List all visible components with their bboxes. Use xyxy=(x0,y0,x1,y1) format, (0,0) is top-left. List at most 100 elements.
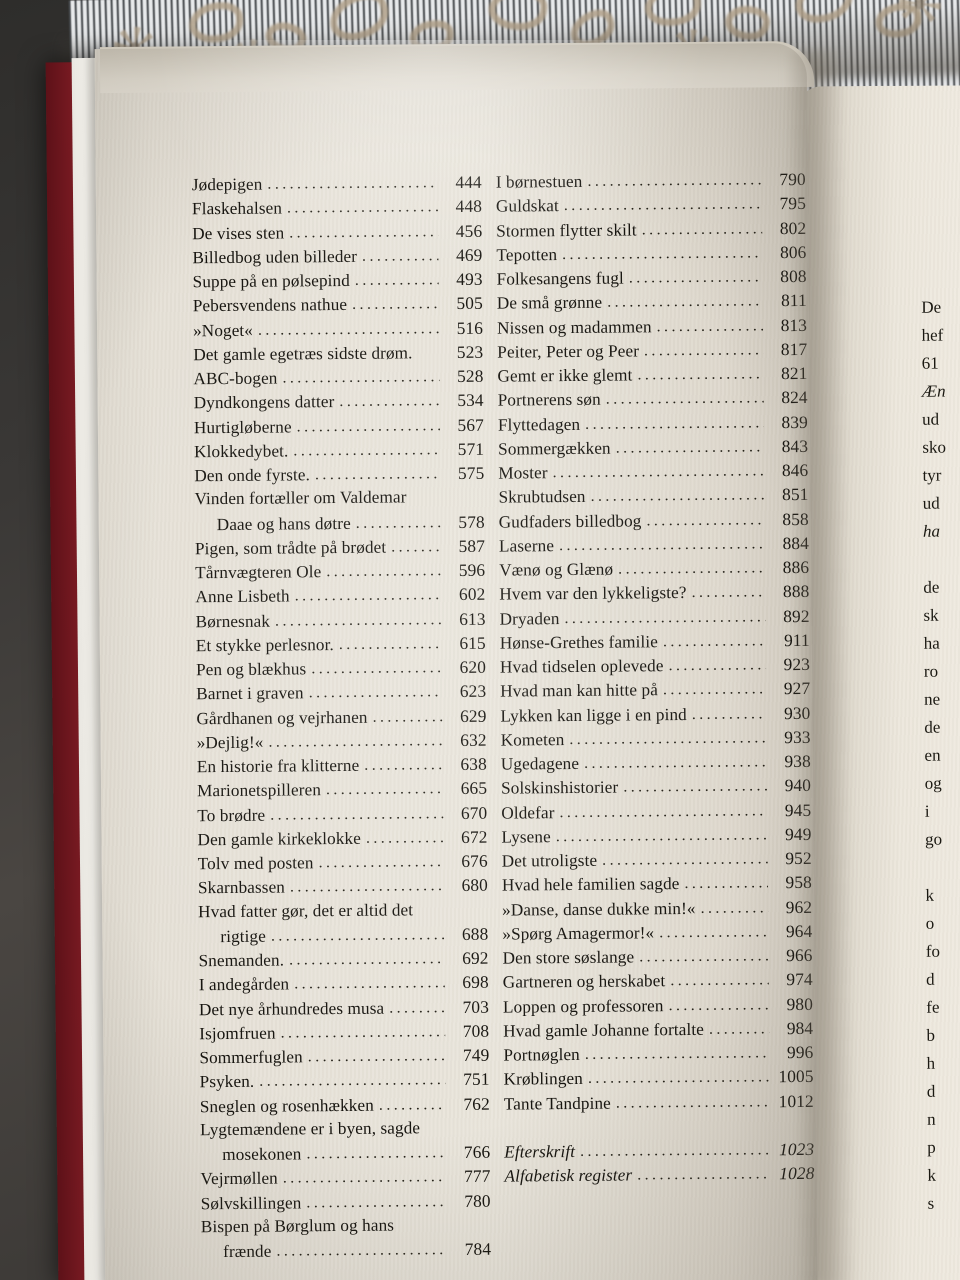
toc-entry[interactable]: Sommerfuglen............................… xyxy=(199,1045,489,1072)
toc-entry[interactable]: Det nye århundredes musa................… xyxy=(199,996,489,1023)
toc-entry[interactable]: Tante Tandpine..........................… xyxy=(504,1090,814,1117)
toc-entry[interactable]: rigtige.................................… xyxy=(198,923,488,950)
toc-entry[interactable]: Pigen, som trådte på brødet.............… xyxy=(195,535,485,562)
toc-entry[interactable]: Portnøglen..............................… xyxy=(503,1042,813,1069)
toc-entry[interactable]: To brødre...............................… xyxy=(197,802,487,829)
facing-page-text-fragment: og xyxy=(924,773,942,793)
toc-entry[interactable]: Tolv med posten.........................… xyxy=(198,851,488,878)
toc-page-number: 596 xyxy=(458,559,486,580)
toc-leader-dots: ........................................ xyxy=(584,1044,770,1063)
toc-entry[interactable]: Hurtigløberne...........................… xyxy=(194,414,484,441)
toc-entry[interactable]: »Danse, danse dukke min!«...............… xyxy=(502,896,812,923)
toc-entry[interactable]: mosekonen...............................… xyxy=(200,1142,490,1169)
toc-entry[interactable]: Hvem var den lykkeligste?...............… xyxy=(499,581,809,608)
toc-entry[interactable]: Flyttedagen.............................… xyxy=(498,411,808,438)
toc-entry[interactable]: Skrubtudsen.............................… xyxy=(498,484,808,511)
toc-entry[interactable]: Dyndkongens datter......................… xyxy=(194,390,484,417)
toc-entry[interactable]: Solskinshistorier.......................… xyxy=(501,775,811,802)
toc-entry[interactable]: Peiter, Peter og Peer...................… xyxy=(497,339,807,366)
toc-entry[interactable]: Tårnvægteren Ole........................… xyxy=(195,560,485,587)
toc-entry[interactable]: Hønse-Grethes familie...................… xyxy=(500,630,810,657)
toc-entry[interactable]: Skarnbassen.............................… xyxy=(198,875,488,902)
toc-page-number: 708 xyxy=(462,1020,490,1041)
toc-entry[interactable]: »Noget«.................................… xyxy=(193,317,483,344)
toc-entry[interactable]: Vænø og Glænø...........................… xyxy=(499,557,809,584)
toc-entry[interactable]: Lysene..................................… xyxy=(501,824,811,851)
toc-entry[interactable]: Et stykke perlesnor.....................… xyxy=(196,632,486,659)
toc-entry[interactable]: Stormen flytter skilt...................… xyxy=(496,217,806,244)
toc-entry[interactable]: Psyken..................................… xyxy=(200,1069,490,1096)
toc-entry[interactable]: Gårdhanen og vejrhanen..................… xyxy=(196,705,486,732)
toc-entry[interactable]: Tepotten................................… xyxy=(496,242,806,269)
toc-entry[interactable]: Pen og blækhus..........................… xyxy=(196,657,486,684)
toc-entry[interactable]: Jødepigen...............................… xyxy=(192,172,482,199)
toc-entry[interactable]: Den onde fyrste.........................… xyxy=(194,463,484,490)
toc-entry[interactable]: Sommergækken............................… xyxy=(498,436,808,463)
toc-leader-dots: ........................................ xyxy=(355,513,441,532)
toc-entry[interactable]: Gudfaders billedbog.....................… xyxy=(499,508,809,535)
toc-entry[interactable]: Kometen.................................… xyxy=(501,727,811,754)
toc-entry[interactable]: frænde..................................… xyxy=(201,1239,491,1266)
toc-entry-title: En historie fra klitterne xyxy=(196,755,360,777)
facing-page-text-fragment: hef xyxy=(921,325,944,345)
toc-entry[interactable]: Isjomfruen..............................… xyxy=(199,1020,489,1047)
toc-entry[interactable]: Ugedagene...............................… xyxy=(501,751,811,778)
toc-entry[interactable]: Flaskehalsen............................… xyxy=(192,196,482,223)
toc-entry[interactable]: Snemanden...............................… xyxy=(198,948,488,975)
toc-entry-title: Suppe på en pølsepind xyxy=(192,270,350,292)
toc-entry[interactable]: »Dejlig!«...............................… xyxy=(197,729,487,756)
toc-entry[interactable]: Laserne.................................… xyxy=(499,533,809,560)
toc-entry[interactable]: Dryaden.................................… xyxy=(499,605,810,632)
toc-entry-title: Pen og blækhus xyxy=(195,659,307,680)
toc-entry[interactable]: Pebersvendens nathue....................… xyxy=(193,293,483,320)
toc-entry[interactable]: Klokkedybet.............................… xyxy=(194,438,484,465)
toc-entry[interactable]: Børnesnak...............................… xyxy=(196,608,486,635)
toc-leader-dots: ........................................ xyxy=(670,971,769,990)
toc-entry[interactable]: Hvad gamle Johanne fortalte.............… xyxy=(503,1018,813,1045)
toc-entry-title: Lysene xyxy=(501,826,551,847)
toc-entry[interactable]: Daae og hans døtre......................… xyxy=(195,511,485,538)
toc-entry[interactable]: Hvad hele familien sagde................… xyxy=(502,872,812,899)
toc-entry[interactable]: »Spørg Amagermor!«......................… xyxy=(502,921,812,948)
toc-entry[interactable]: Alfabetisk register.....................… xyxy=(504,1163,814,1190)
toc-entry[interactable]: Efterskrift.............................… xyxy=(504,1139,814,1166)
toc-entry[interactable]: Oldefar.................................… xyxy=(501,799,811,826)
toc-entry[interactable]: Det gamle egetræs sidste drøm...........… xyxy=(193,342,483,369)
toc-entry[interactable]: De vises sten...........................… xyxy=(192,220,482,247)
toc-entry[interactable]: I andegården............................… xyxy=(199,972,489,999)
toc-entry[interactable]: Krøblingen..............................… xyxy=(504,1066,814,1093)
toc-entry[interactable]: ABC-bogen...............................… xyxy=(193,366,483,393)
toc-entry[interactable]: Marionetspilleren.......................… xyxy=(197,778,487,805)
toc-entry[interactable]: Folkesangens fugl.......................… xyxy=(497,266,807,293)
toc-entry[interactable]: Vinden fortæller om Valdemar............… xyxy=(194,487,484,514)
toc-leader-dots: ........................................ xyxy=(288,950,445,969)
toc-entry[interactable]: En historie fra klitterne...............… xyxy=(197,754,487,781)
toc-entry[interactable]: Portnerens søn..........................… xyxy=(498,387,808,414)
toc-entry[interactable]: I børnestuen............................… xyxy=(496,169,806,196)
toc-entry[interactable]: Gartneren og herskabet..................… xyxy=(503,969,813,996)
toc-entry[interactable]: Barnet i graven.........................… xyxy=(196,681,486,708)
toc-entry[interactable]: Lygtemændene er i byen, sagde...........… xyxy=(200,1117,490,1144)
toc-entry[interactable]: Moster..................................… xyxy=(498,460,808,487)
toc-entry[interactable]: Det utroligste..........................… xyxy=(502,848,812,875)
toc-entry[interactable]: Nissen og madammen......................… xyxy=(497,314,807,341)
toc-entry[interactable]: Hvad tidselen oplevede..................… xyxy=(500,654,810,681)
toc-entry[interactable]: Hvad fatter gør, det er altid det.......… xyxy=(198,899,488,926)
toc-entry[interactable]: Loppen og professoren...................… xyxy=(503,993,813,1020)
toc-entry[interactable]: Guldskat................................… xyxy=(496,193,806,220)
toc-entry[interactable]: Den store søslange......................… xyxy=(502,945,812,972)
toc-entry[interactable]: De små grønne...........................… xyxy=(497,290,807,317)
toc-entry[interactable]: Gemt er ikke glemt......................… xyxy=(497,363,807,390)
toc-page-number: 516 xyxy=(456,317,484,338)
toc-entry[interactable]: Sølvskillingen..........................… xyxy=(201,1190,491,1217)
toc-page-number: 528 xyxy=(456,365,484,386)
toc-entry[interactable]: Lykken kan ligge i en pind..............… xyxy=(500,702,810,729)
toc-entry[interactable]: Bispen på Børglum og hans...............… xyxy=(201,1214,491,1241)
toc-entry[interactable]: Vejrmøllen..............................… xyxy=(200,1166,490,1193)
toc-entry[interactable]: Sneglen og rosenhækken..................… xyxy=(200,1093,490,1120)
toc-entry[interactable]: Anne Lisbeth............................… xyxy=(195,584,485,611)
toc-entry[interactable]: Suppe på en pølsepind...................… xyxy=(193,269,483,296)
toc-entry[interactable]: Billedbog uden billeder.................… xyxy=(192,245,482,272)
toc-entry[interactable]: Den gamle kirkeklokke...................… xyxy=(197,826,487,853)
toc-entry[interactable]: Hvad man kan hitte på...................… xyxy=(500,678,810,705)
